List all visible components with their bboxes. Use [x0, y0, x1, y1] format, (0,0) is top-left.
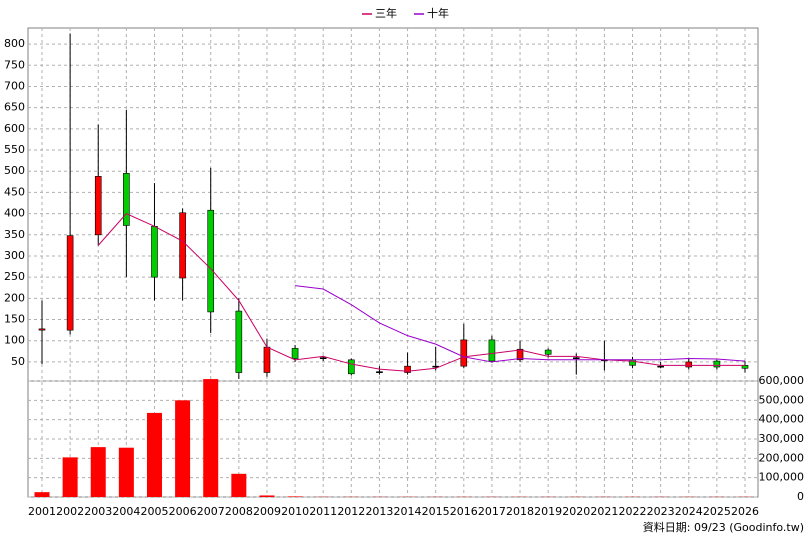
x-tick-label: 2010 [281, 505, 309, 518]
y-tick-label: 500 [4, 164, 25, 177]
candle-body [658, 366, 664, 367]
candle-body [236, 311, 242, 372]
candle-body [292, 348, 298, 358]
x-tick-label: 2012 [337, 505, 365, 518]
y-tick-label: 400 [4, 207, 25, 220]
y-tick-label: 300 [4, 249, 25, 262]
volume-bar [259, 495, 274, 497]
candle-body [489, 340, 495, 361]
volume-bar [35, 492, 50, 497]
y-tick-label: 450 [4, 185, 25, 198]
y-tick-label: 150 [4, 313, 25, 326]
x-tick-label: 2022 [619, 505, 647, 518]
y-tick-label: 350 [4, 228, 25, 241]
candle-body [686, 362, 692, 367]
candle-body [348, 360, 354, 374]
y2-tick-label: 400,000 [759, 413, 805, 426]
y2-tick-label: 0 [797, 490, 804, 503]
candle-body [151, 226, 157, 277]
y-tick-label: 800 [4, 37, 25, 50]
legend-label: 三年 [375, 6, 397, 20]
y2-tick-label: 600,000 [759, 374, 805, 387]
candle-body [123, 173, 129, 225]
candle-body [714, 361, 720, 367]
y2-tick-label: 500,000 [759, 393, 805, 406]
x-tick-label: 2002 [56, 505, 84, 518]
x-tick-label: 2003 [84, 505, 112, 518]
x-tick-label: 2024 [675, 505, 703, 518]
candle-body [376, 372, 382, 373]
volume-bar [119, 448, 134, 497]
y-tick-label: 750 [4, 58, 25, 71]
volume-bar [63, 457, 78, 497]
volume-bar [147, 413, 162, 497]
x-tick-label: 2015 [422, 505, 450, 518]
x-tick-label: 2013 [365, 505, 393, 518]
y-tick-label: 600 [4, 122, 25, 135]
candle-body [95, 176, 101, 234]
x-tick-label: 2026 [731, 505, 759, 518]
footnote: 資料日期: 09/23 (Goodinfo.tw) [643, 520, 804, 534]
x-tick-label: 2008 [225, 505, 253, 518]
x-tick-label: 2018 [506, 505, 534, 518]
candle-body [39, 329, 45, 330]
x-tick-label: 2005 [140, 505, 168, 518]
x-tick-label: 2011 [309, 505, 337, 518]
ma-line [98, 214, 745, 372]
y-tick-label: 200 [4, 291, 25, 304]
volume-bar [231, 474, 246, 497]
plot-frame [28, 28, 758, 497]
candle-body [264, 347, 270, 372]
candle-body [208, 210, 214, 312]
x-tick-label: 2020 [562, 505, 590, 518]
y-tick-label: 50 [11, 355, 25, 368]
x-tick-label: 2001 [28, 505, 56, 518]
legend-label: 十年 [427, 6, 449, 20]
y-tick-label: 550 [4, 143, 25, 156]
x-tick-label: 2004 [112, 505, 140, 518]
volume-bar [91, 447, 106, 497]
candle-body [67, 236, 73, 331]
x-tick-label: 2014 [394, 505, 422, 518]
candle-body [320, 358, 326, 359]
y-tick-label: 250 [4, 270, 25, 283]
volume-bar [288, 496, 303, 497]
x-tick-label: 2009 [253, 505, 281, 518]
candle-body [461, 340, 467, 366]
candle-body [545, 350, 551, 354]
x-tick-label: 2023 [647, 505, 675, 518]
x-tick-label: 2021 [590, 505, 618, 518]
x-tick-label: 2007 [197, 505, 225, 518]
x-tick-label: 2019 [534, 505, 562, 518]
candle-body [180, 213, 186, 278]
x-tick-label: 2025 [703, 505, 731, 518]
y2-tick-label: 100,000 [759, 471, 805, 484]
volume-bar [175, 400, 190, 497]
y2-tick-label: 300,000 [759, 432, 805, 445]
y-tick-label: 650 [4, 101, 25, 114]
x-tick-label: 2017 [478, 505, 506, 518]
y-tick-label: 700 [4, 79, 25, 92]
volume-bar [203, 379, 218, 497]
x-tick-label: 2016 [450, 505, 478, 518]
y-tick-label: 100 [4, 334, 25, 347]
x-tick-label: 2006 [169, 505, 197, 518]
y2-tick-label: 200,000 [759, 451, 805, 464]
candle-body [573, 358, 579, 359]
